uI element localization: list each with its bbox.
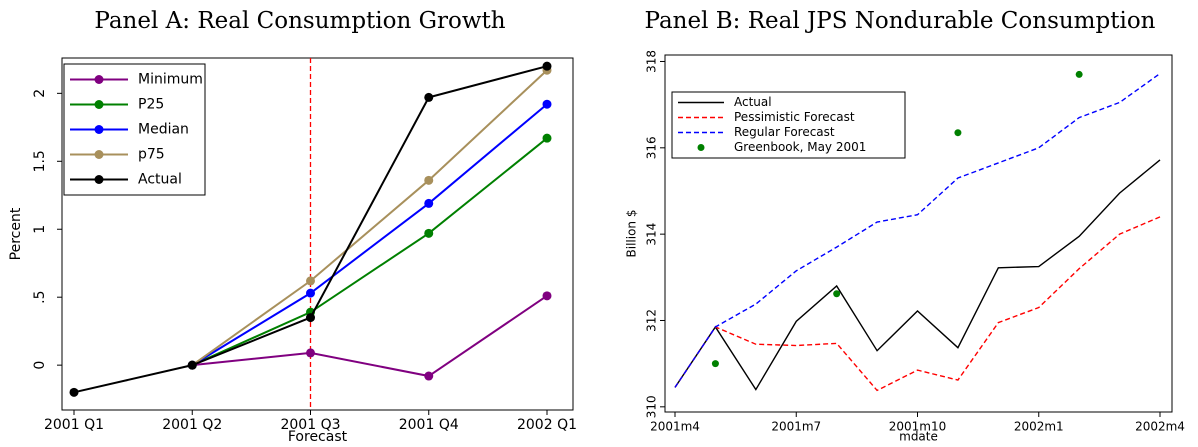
point [424, 371, 434, 381]
point [954, 129, 962, 137]
series-line [191, 103, 548, 367]
legend-label: P25 [138, 97, 164, 113]
y-tick-label: 312 [645, 309, 659, 332]
x-tick-label: 2002m4 [1135, 420, 1185, 434]
point [424, 198, 434, 208]
y-tick-label: 1 [32, 225, 48, 234]
series-line [191, 137, 548, 367]
legend-label: Regular Forecast [734, 125, 835, 139]
point [306, 288, 315, 298]
point [306, 348, 315, 358]
legend-label: Median [138, 122, 189, 138]
legend-label: p75 [138, 147, 165, 163]
legend-marker [697, 144, 705, 151]
panel-b: Panel B: Real JPS Nondurable Consumption… [625, 8, 1185, 444]
point [424, 175, 434, 185]
legend-label: Actual [734, 95, 772, 109]
y-tick-label: 0 [32, 361, 48, 370]
y-tick-label: 318 [645, 50, 659, 73]
y-axis-label: Billion $ [625, 210, 639, 258]
legend-marker [94, 100, 104, 109]
point [424, 92, 434, 102]
y-tick-label: 310 [645, 395, 659, 418]
x-tick-label: 2001 Q2 [162, 417, 222, 433]
legend-marker [94, 150, 104, 159]
plot-frame [664, 54, 1173, 413]
x-axis-label: mdate [899, 430, 938, 444]
x-tick-label: 2001m7 [771, 420, 821, 434]
legend-marker [94, 125, 104, 134]
legend-label: Pessimistic Forecast [734, 110, 855, 124]
y-tick-label: .5 [32, 291, 48, 304]
x-axis-label: Forecast [288, 429, 348, 445]
point [711, 360, 719, 368]
y-tick-label: 2 [32, 89, 48, 98]
point [542, 133, 552, 143]
x-tick-label: 2001 Q3 [280, 417, 340, 433]
point [542, 291, 552, 301]
point [833, 290, 841, 298]
point [306, 313, 315, 323]
point [1075, 70, 1083, 78]
series-line [191, 69, 548, 366]
point [542, 99, 552, 109]
series-line [674, 159, 1161, 391]
point [69, 387, 79, 397]
series-line [192, 295, 548, 378]
x-tick-label: 2001 Q4 [399, 417, 459, 433]
x-tick-label: 2001m4 [650, 420, 700, 434]
y-axis-label: Percent [8, 207, 24, 260]
point [424, 228, 434, 238]
point [542, 61, 552, 71]
panel-a: Panel A: Real Consumption Growth 0 .5 1 1.5 2… [8, 8, 577, 445]
series-line [674, 216, 1161, 392]
legend-label: Minimum [138, 72, 203, 88]
plot-frame [61, 57, 574, 411]
point [306, 276, 315, 286]
y-tick-label: 1.5 [32, 150, 48, 172]
x-tick-label: 2002 Q1 [517, 417, 577, 433]
y-tick-label: 316 [645, 136, 659, 159]
x-tick-label: 2001m10 [889, 420, 947, 434]
point [187, 360, 197, 370]
x-tick-label: 2001 Q1 [44, 417, 104, 433]
legend-marker [94, 75, 104, 84]
chart-title: Panel B: Real JPS Nondurable Consumption [645, 8, 1156, 34]
legend-marker [94, 175, 104, 184]
legend-label: Actual [138, 172, 182, 188]
legend-label: Greenbook, May 2001 [734, 140, 866, 154]
chart-title: Panel A: Real Consumption Growth [94, 8, 505, 34]
x-tick-label: 2002m1 [1014, 420, 1064, 434]
series-line [674, 72, 1161, 388]
y-tick-label: 314 [645, 223, 659, 246]
